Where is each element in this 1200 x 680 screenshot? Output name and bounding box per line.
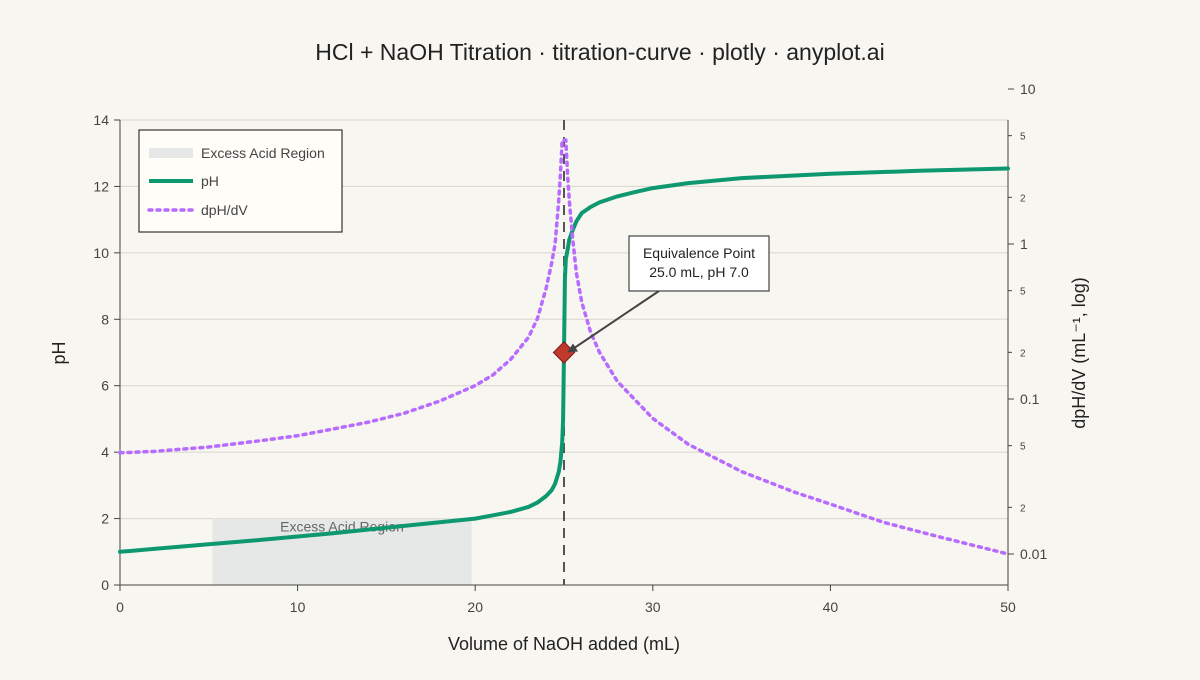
x-tick-label: 30 — [645, 599, 661, 615]
y-tick-label: 2 — [101, 511, 109, 527]
x-tick-label: 40 — [823, 599, 839, 615]
y2-tick-label: 1 — [1020, 236, 1028, 252]
y-tick-label: 4 — [101, 444, 109, 460]
annotation-arrow — [571, 290, 660, 351]
x-axis-label: Volume of NaOH added (mL) — [448, 634, 680, 654]
series-layer — [118, 120, 1010, 585]
y-tick-label: 0 — [101, 577, 109, 593]
annotation-line2: 25.0 mL, pH 7.0 — [649, 264, 749, 280]
annotation-layer: Equivalence Point 25.0 mL, pH 7.0 — [552, 235, 770, 364]
y-tick-label: 10 — [93, 245, 109, 261]
y2-minor-tick-label: 5 — [1020, 442, 1026, 453]
y2-minor-tick-label: 5 — [1020, 287, 1026, 298]
legend-label: Excess Acid Region — [201, 145, 325, 161]
excess-acid-region — [212, 518, 472, 585]
y-tick-label: 6 — [101, 378, 109, 394]
equivalence-marker — [552, 341, 576, 364]
annotation-arrowhead — [567, 343, 578, 353]
y-tick-label: 12 — [93, 178, 109, 194]
y-tick-label: 8 — [101, 311, 109, 327]
legend-label: dpH/dV — [201, 202, 248, 218]
y2-tick-label: 0.01 — [1020, 546, 1047, 562]
annotation-box — [628, 235, 770, 292]
annotation-line1: Equivalence Point — [643, 245, 755, 261]
y2-minor-tick-label: 2 — [1020, 193, 1026, 204]
y2-tick-label: 10 — [1020, 81, 1036, 97]
excess-acid-region-layer: Excess Acid Region — [212, 518, 472, 585]
legend-swatch-region — [149, 148, 193, 158]
y2-minor-tick-label: 5 — [1020, 132, 1026, 143]
x-tick-label: 10 — [290, 599, 306, 615]
y2-minor-tick-label: 2 — [1020, 503, 1026, 514]
axes: 0 10 20 30 40 50 0 2 4 6 8 10 12 14 0.01 0.1 1 10 2 5 2 5 2 5 — [93, 81, 1047, 615]
legend: Excess Acid Region pH dpH/dV — [138, 129, 343, 233]
y-tick-label: 14 — [93, 112, 109, 128]
y-axis-label: pH — [49, 341, 69, 364]
legend-label: pH — [201, 173, 219, 189]
dphdv-line — [118, 138, 1010, 556]
x-tick-label: 0 — [116, 599, 124, 615]
y2-tick-label: 0.1 — [1020, 391, 1040, 407]
chart-title: HCl + NaOH Titration · titration-curve ·… — [315, 39, 884, 65]
y2-minor-tick-label: 2 — [1020, 348, 1026, 359]
x-tick-label: 20 — [467, 599, 483, 615]
ph-line — [118, 166, 1010, 554]
y2-axis-label: dpH/dV (mL⁻¹, log) — [1069, 277, 1089, 429]
x-tick-label: 50 — [1000, 599, 1016, 615]
